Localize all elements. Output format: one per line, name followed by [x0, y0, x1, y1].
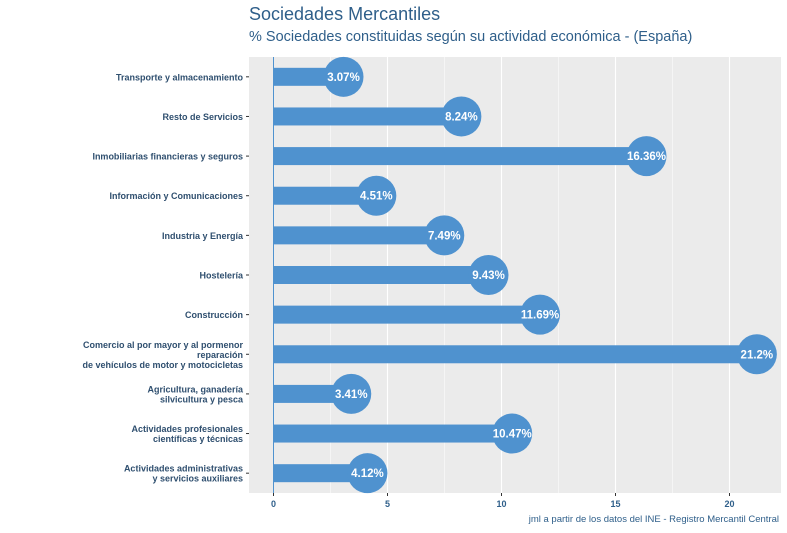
data-label: 9.43%: [472, 270, 505, 282]
category-label: Actividades administrativas y servicios a…: [124, 464, 243, 484]
bar-end-circle: [323, 56, 364, 97]
bar: [273, 186, 377, 205]
category-label: Inmobiliarias financieras y seguros: [92, 152, 243, 162]
x-tick-label: 5: [385, 499, 390, 509]
category-label: Resto de Servicios: [162, 112, 243, 122]
chart-title: Sociedades Mercantiles: [249, 4, 441, 24]
data-label: 11.69%: [521, 310, 559, 322]
data-label: 7.49%: [428, 230, 461, 242]
data-label: 4.12%: [351, 468, 384, 480]
bar-end-circle: [736, 334, 777, 375]
bar-end-circle: [626, 136, 667, 177]
bar-end-circle: [356, 175, 397, 216]
data-label: 16.36%: [627, 151, 666, 163]
x-tick-label: 15: [610, 499, 620, 509]
bar-end-circle: [347, 453, 388, 494]
x-tick-label: 0: [271, 499, 276, 509]
category-label: Construcción: [185, 310, 243, 320]
category-label: Hostelería: [199, 271, 244, 281]
category-label: Actividades profesionales científicas y t…: [131, 424, 243, 444]
bar: [273, 147, 647, 166]
x-tick-label: 10: [496, 499, 506, 509]
category-label: Agricultura, ganadería silvicultura y pes…: [147, 384, 244, 404]
data-label: 3.41%: [335, 389, 368, 401]
bar: [273, 345, 757, 364]
data-label: 4.51%: [360, 191, 393, 203]
data-label: 10.47%: [493, 429, 532, 441]
chart-subtitle: % Sociedades constituidas según su activ…: [249, 29, 693, 45]
bar-end-circle: [468, 255, 509, 295]
bar: [273, 107, 462, 126]
x-tick-label: 20: [724, 499, 734, 509]
data-label: 3.07%: [327, 72, 360, 84]
bar-end-circle: [441, 96, 482, 137]
category-label: Transporte y almacenamiento: [116, 72, 244, 82]
bar-end-circle: [331, 373, 372, 414]
bar-end-circle: [424, 215, 465, 256]
data-label: 8.24%: [445, 111, 478, 123]
category-label: Comercio al por mayor y al pormenor repar…: [82, 340, 243, 370]
bar-end-circle: [520, 294, 561, 335]
bar: [273, 464, 368, 483]
category-label: Industria y Energía: [162, 231, 244, 241]
data-label: 21.2%: [741, 349, 774, 361]
bar: [273, 226, 445, 245]
bar-end-circle: [492, 413, 533, 454]
bar: [273, 266, 489, 284]
chart-caption: jml a partir de los datos del INE - Regi…: [528, 514, 779, 525]
bar: [273, 305, 541, 324]
category-label: Información y Comunicaciones: [109, 191, 243, 201]
bar: [273, 424, 513, 443]
